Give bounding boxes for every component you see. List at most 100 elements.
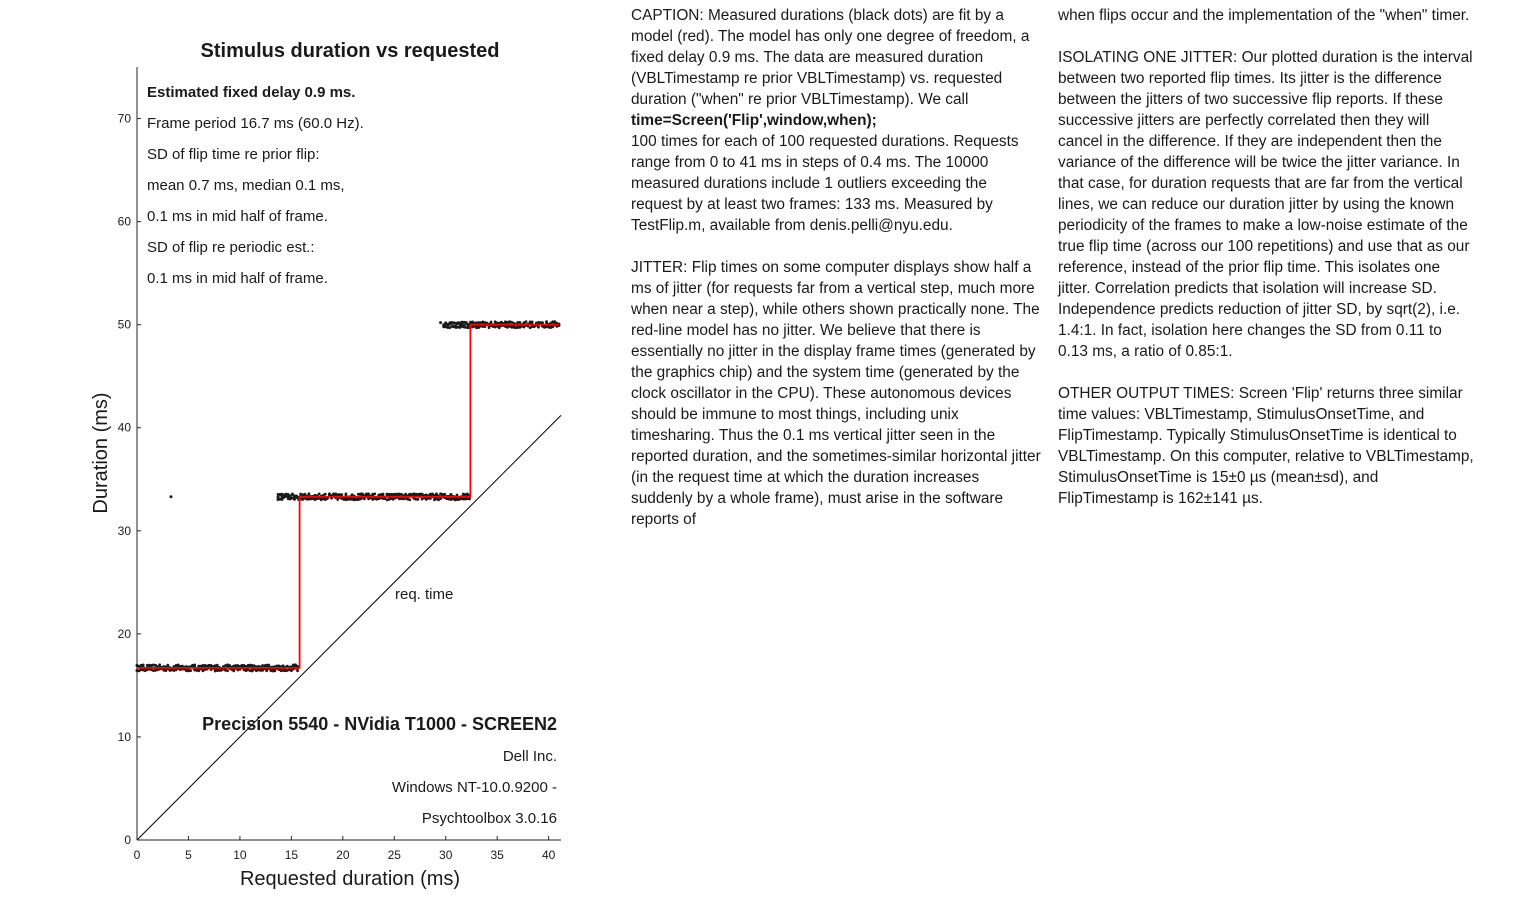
measured-dot: [232, 669, 236, 673]
measured-dot: [261, 664, 264, 667]
x-tick-label: 30: [439, 848, 453, 862]
measured-dot: [464, 321, 468, 324]
measured-dot: [288, 494, 292, 498]
x-tick-label: 10: [233, 848, 247, 862]
measured-dot: [152, 663, 155, 667]
measured-dots-layer: [135, 320, 561, 673]
x-tick-label: 15: [285, 848, 299, 862]
y-axis-title: Duration (ms): [90, 392, 112, 513]
y-tick-label: 60: [118, 215, 132, 229]
measured-dot: [290, 492, 294, 496]
measured-dot: [475, 326, 479, 330]
measured-dot: [448, 326, 452, 330]
measured-dot: [541, 321, 544, 325]
measured-dot: [278, 497, 282, 501]
measured-dot: [477, 321, 481, 324]
measured-dot: [371, 492, 375, 496]
measured-dot: [275, 664, 279, 668]
y-tick-label: 50: [118, 318, 132, 332]
measured-dot: [373, 492, 377, 496]
measured-dot: [189, 669, 192, 673]
measured-dot: [551, 325, 555, 329]
measured-dot: [201, 669, 205, 673]
system-line: Dell Inc.: [503, 748, 557, 765]
x-tick-label: 40: [542, 848, 556, 862]
measured-dot: [267, 663, 271, 667]
system-line: Psychtoolbox 3.0.16: [422, 810, 557, 827]
measured-dot: [497, 326, 501, 330]
isolating-jitter-paragraph: ISOLATING ONE JITTER: Our plotted durati…: [1058, 49, 1473, 360]
caption-column-2: when flips occur and the implementation …: [1058, 5, 1474, 530]
measured-dot: [416, 497, 420, 501]
x-tick-label: 20: [336, 848, 350, 862]
x-axis-title: Requested duration (ms): [240, 868, 460, 890]
measured-dot: [317, 492, 321, 496]
system-info-annotation: Precision 5540 - NVidia T1000 - SCREEN2 D…: [202, 714, 557, 827]
measured-dot: [307, 493, 311, 496]
measured-dot: [477, 326, 481, 329]
requested-time-line: [136, 415, 562, 841]
measured-dot: [545, 320, 548, 324]
measured-dot: [468, 497, 471, 501]
x-tick-label: 0: [134, 848, 141, 862]
x-tick-label: 25: [388, 848, 402, 862]
caption-intro: CAPTION: Measured durations (black dots)…: [631, 7, 1030, 108]
measured-dot: [395, 492, 399, 496]
stats-line: SD of flip time re prior flip:: [147, 146, 320, 163]
measured-dot: [294, 663, 297, 667]
measured-dot: [295, 494, 298, 498]
stats-annotation: Estimated fixed delay 0.9 ms. Frame perio…: [147, 84, 364, 287]
measured-dot: [408, 498, 412, 502]
measured-dot: [336, 498, 340, 501]
measured-dot: [278, 492, 282, 496]
measured-dot: [193, 663, 197, 667]
caption-column-1: CAPTION: Measured durations (black dots)…: [631, 5, 1041, 551]
measured-dot: [139, 664, 143, 668]
measured-dot: [350, 493, 354, 497]
y-tick-label: 40: [118, 421, 132, 435]
stats-line: 0.1 ms in mid half of frame.: [147, 208, 328, 225]
measured-dot: [430, 492, 434, 496]
measured-dot: [292, 663, 295, 667]
measured-dot: [471, 320, 474, 324]
measured-dot: [276, 495, 280, 499]
measured-dot: [323, 492, 327, 496]
measured-dot: [465, 492, 469, 496]
measured-dot: [365, 492, 368, 496]
measured-dot: [323, 498, 327, 502]
measured-dot: [152, 669, 155, 673]
measured-dot: [250, 664, 254, 667]
measured-dot: [215, 669, 219, 672]
measured-dot: [234, 664, 238, 667]
measured-dot: [489, 320, 493, 324]
system-title: Precision 5540 - NVidia T1000 - SCREEN2: [202, 714, 557, 734]
measured-dot: [510, 325, 514, 329]
measured-dot: [176, 663, 180, 667]
measured-dot: [209, 668, 213, 671]
measured-dot: [528, 326, 532, 330]
y-tick-label: 70: [118, 112, 132, 126]
measured-dot: [269, 669, 273, 673]
measured-dot: [400, 492, 403, 496]
outlier-dot: [169, 495, 173, 499]
measured-dot: [135, 669, 139, 673]
measured-dot: [363, 497, 366, 501]
measured-dot: [530, 320, 534, 324]
stats-line: SD of flip re periodic est.:: [147, 239, 315, 256]
measured-dot: [197, 669, 201, 673]
system-line: Windows NT-10.0.9200 -: [392, 779, 557, 796]
measured-dot: [449, 493, 453, 497]
measured-dot: [279, 669, 283, 673]
outlier-dot: [443, 323, 447, 327]
measured-dot: [344, 492, 348, 496]
y-tick-label: 0: [124, 833, 131, 847]
measured-dot: [271, 668, 275, 671]
caption-details: 100 times for each of 100 requested dura…: [631, 133, 1019, 234]
y-tick-label: 30: [118, 524, 132, 538]
measured-dot: [215, 663, 219, 667]
measured-dot: [418, 492, 422, 496]
measured-dot: [371, 497, 375, 501]
measured-dot: [381, 493, 385, 497]
measured-dot: [383, 497, 387, 501]
measured-dot: [466, 326, 470, 330]
